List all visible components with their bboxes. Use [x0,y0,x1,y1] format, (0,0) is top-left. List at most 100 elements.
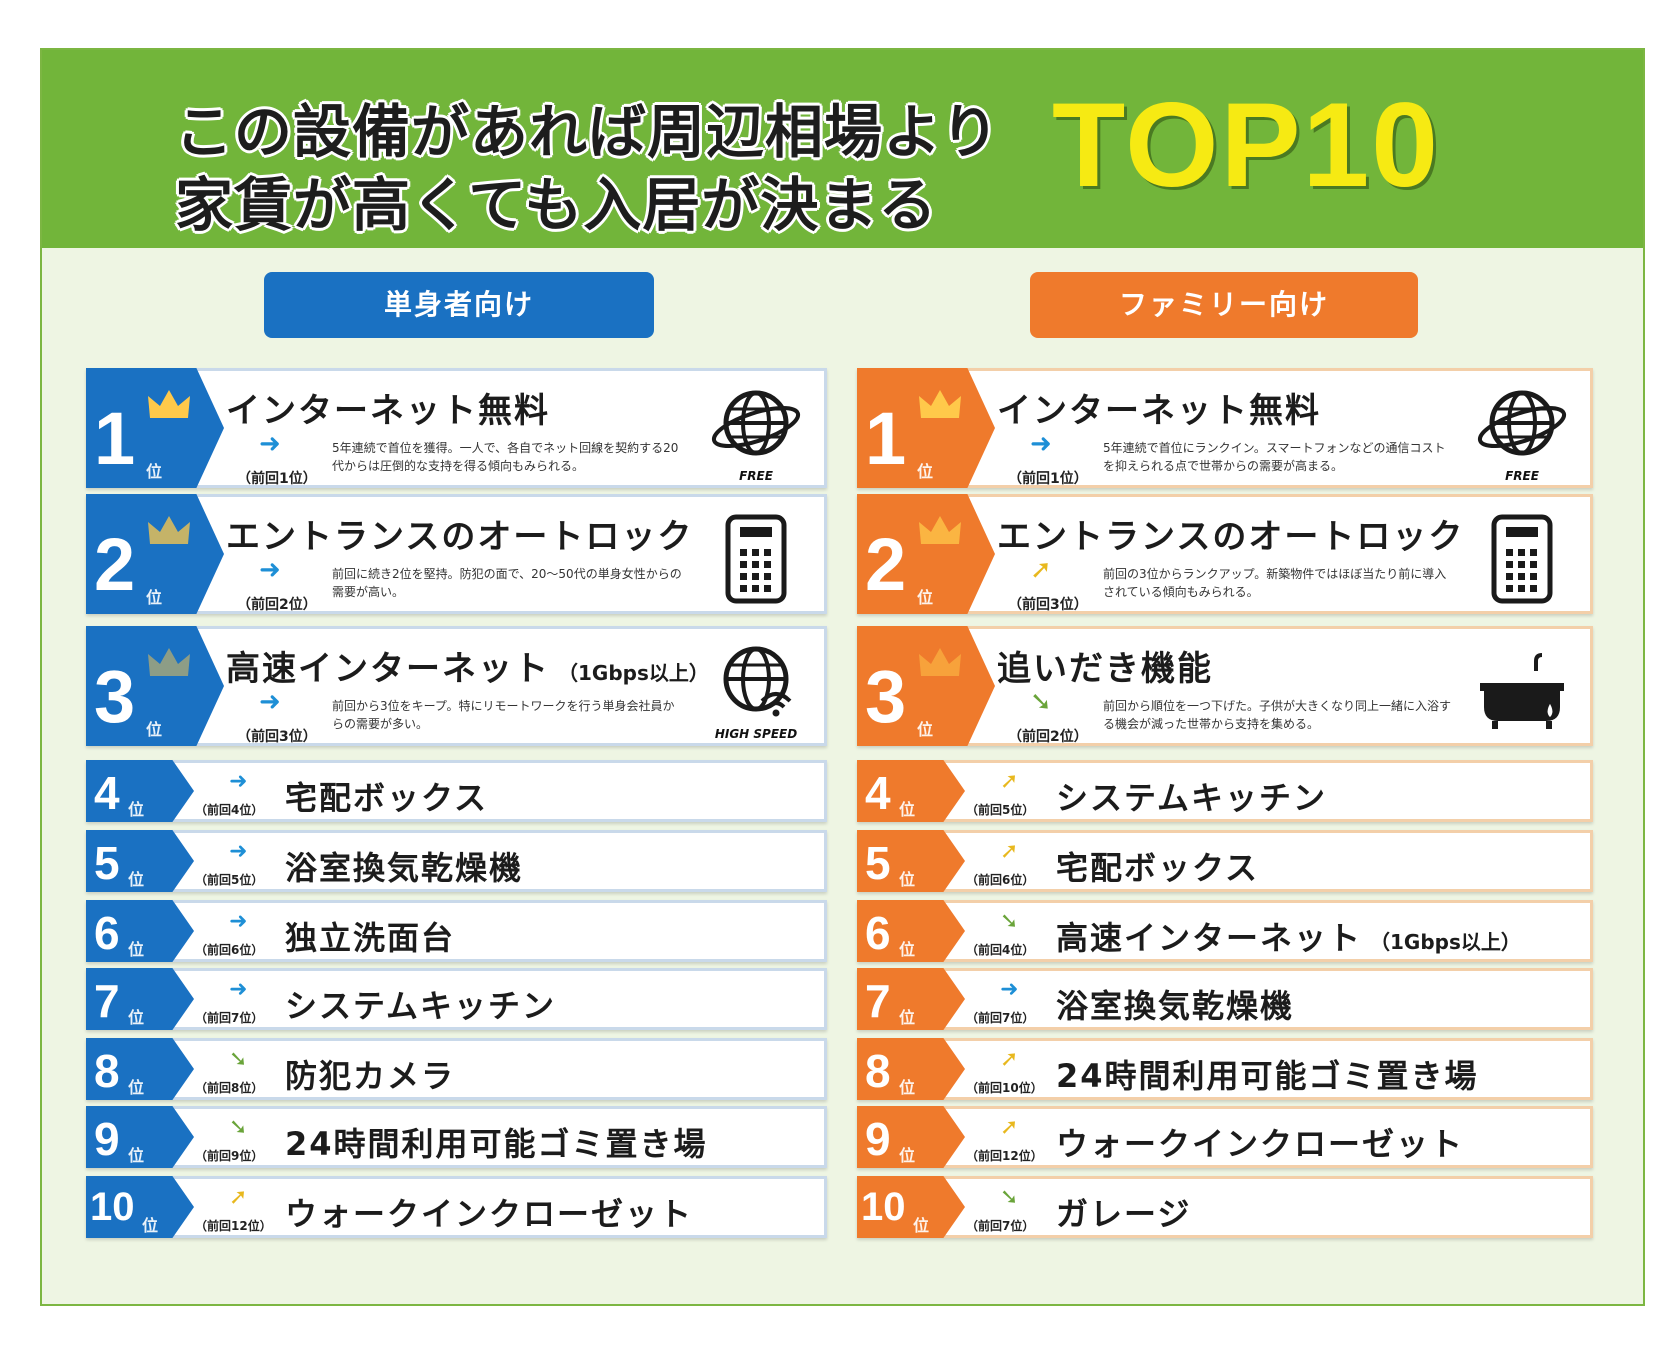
ranking-row: 5 位 宅配ボックス ➚ （前回6位） [857,830,1593,892]
ranking-row: 4 位 宅配ボックス ➜ （前回4位） [86,760,827,822]
previous-rank: （前回12位） [966,1149,1043,1163]
trend-down-arrow-icon: ➘ [229,1047,248,1072]
item-title: ウォークインクローゼット [285,1195,694,1233]
ranking-row: 1 位インターネット無料 ➜ （前回1位） 5年連続で首位にランクイン。スマートフォンな… [857,368,1593,488]
trend-down-arrow-icon: ➘ [1000,1185,1019,1210]
item-title-note: （1Gbps以上） [558,661,709,685]
trend-same-arrow-icon: ➜ [1030,429,1052,459]
rank-number: 10 [90,1185,135,1229]
item-title: インターネット無料 [997,391,1321,431]
previous-rank: （前回3位） [1008,597,1088,613]
rank-suffix: 位 [128,1146,145,1165]
ranking-row: 3 位追いだき機能 ➘ （前回2位） 前回から順位を一つ下げた。子供が大きくなり同上一緒… [857,626,1593,746]
previous-rank: （前回7位） [966,1011,1035,1025]
previous-rank: （前回6位） [966,873,1035,887]
rank-suffix: 位 [917,720,934,739]
header-banner: この設備があれば周辺相場より 家賃が高くても入居が決まる TOP10 [42,50,1643,248]
trend-up-arrow-icon: ➚ [1000,839,1019,864]
ranking-row: 6 位 独立洗面台 ➜ （前回6位） [86,900,827,962]
previous-rank: （前回4位） [966,943,1035,957]
previous-rank: （前回5位） [195,873,264,887]
trend-up-arrow-icon: ➚ [229,1185,248,1210]
trend-up-arrow-icon: ➚ [1000,1115,1019,1140]
trend-same-arrow-icon: ➜ [229,839,248,864]
item-title: 独立洗面台 [285,919,456,957]
previous-rank: （前回12位） [195,1219,272,1233]
trend-same-arrow-icon: ➜ [229,909,248,934]
item-title: ウォークインクローゼット [1056,1125,1465,1163]
ranking-row: 5 位 浴室換気乾燥機 ➜ （前回5位） [86,830,827,892]
rank-number: 9 [865,1113,891,1165]
single-category-label: 単身者向け [264,272,654,338]
trend-up-arrow-icon: ➚ [1030,555,1052,585]
ranking-row: 6 位 高速インターネット （1Gbps以上） ➘ （前回4位） [857,900,1593,962]
ranking-row: 7 位 浴室換気乾燥機 ➜ （前回7位） [857,968,1593,1030]
item-description: 前回から3位をキープ。特にリモートワークを行う単身会社員からの需要が多い。 [332,699,675,731]
item-title-note: （1Gbps以上） [1370,930,1521,954]
rank-suffix: 位 [142,1216,159,1235]
rank-number: 7 [94,975,120,1027]
item-title: ガレージ [1056,1195,1192,1233]
rank-suffix: 位 [899,1008,916,1027]
rank-suffix: 位 [899,1078,916,1097]
previous-rank: （前回3位） [237,729,317,745]
item-title: エントランスのオートロック [226,517,694,557]
rank-number: 7 [865,975,891,1027]
item-title: 防犯カメラ [285,1057,456,1095]
item-title: 追いだき機能 [997,649,1213,689]
item-title: 浴室換気乾燥機 [285,849,524,887]
rank-suffix: 位 [128,1078,145,1097]
previous-rank: （前回9位） [195,1149,264,1163]
rank-number: 6 [865,907,891,959]
previous-rank: （前回2位） [1008,729,1088,745]
rank-suffix: 位 [146,462,163,481]
wifi-globe-icon: HIGH SPEED [710,643,802,741]
headline-line-1: この設備があれば周辺相場より [175,98,1000,166]
trend-down-arrow-icon: ➘ [1000,909,1019,934]
rank-suffix: 位 [899,1146,916,1165]
previous-rank: （前回2位） [237,597,317,613]
item-title: 24時間利用可能ゴミ置き場 [285,1125,708,1163]
previous-rank: （前回7位） [966,1219,1035,1233]
icon-caption: FREE [739,469,773,483]
rank-number: 5 [94,837,120,889]
trend-down-arrow-icon: ➘ [1030,687,1052,717]
trend-same-arrow-icon: ➜ [1000,977,1019,1002]
ranking-poster: この設備があれば周辺相場より 家賃が高くても入居が決まる TOP10 単身者向け… [40,48,1645,1306]
crown-icon [917,646,963,680]
trend-same-arrow-icon: ➜ [229,769,248,794]
item-title: 宅配ボックス [1056,849,1260,887]
bathtub-icon [1476,643,1568,739]
item-description: 5年連続で首位を獲得。一人で、各自でネット回線を契約する20代からは圧倒的な支持… [332,441,679,473]
item-title: エントランスのオートロック [997,517,1465,557]
rank-number: 3 [865,655,907,738]
rank-suffix: 位 [917,462,934,481]
crown-icon [146,514,192,548]
crown-icon [146,646,192,680]
item-description: 5年連続で首位にランクイン。スマートフォンなどの通信コストを抑えられる点で世帯か… [1103,441,1446,473]
rank-suffix: 位 [128,940,145,959]
ranking-row: 8 位 24時間利用可能ゴミ置き場 ➚ （前回10位） [857,1038,1593,1100]
rank-number: 4 [865,767,891,819]
item-title: インターネット無料 [226,391,550,431]
previous-rank: （前回1位） [1008,471,1088,487]
globe-icon: FREE [710,385,802,483]
rank-number: 1 [865,397,907,480]
item-title: 24時間利用可能ゴミ置き場 [1056,1057,1479,1095]
rank-suffix: 位 [128,1008,145,1027]
